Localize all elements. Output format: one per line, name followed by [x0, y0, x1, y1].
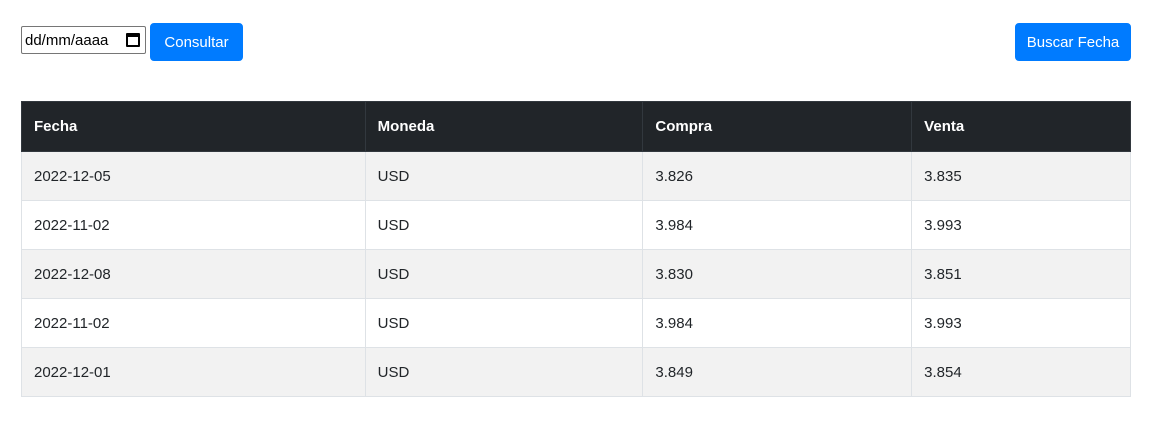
- cell-moneda: USD: [364, 200, 644, 250]
- calendar-icon[interactable]: [126, 33, 140, 47]
- cell-fecha: 2022-12-08: [21, 249, 366, 299]
- column-header-moneda: Moneda: [364, 101, 644, 152]
- table-row: 2022-11-02 USD 3.984 3.993: [21, 200, 1131, 250]
- cell-compra: 3.826: [642, 151, 913, 201]
- date-input-placeholder: dd/mm/aaaa: [25, 31, 109, 49]
- rates-table: Fecha Moneda Compra Venta 2022-12-05 USD…: [21, 101, 1131, 397]
- consultar-button[interactable]: Consultar: [150, 23, 243, 61]
- cell-fecha: 2022-11-02: [21, 298, 366, 348]
- cell-compra: 3.830: [642, 249, 913, 299]
- table-body: 2022-12-05 USD 3.826 3.835 2022-11-02 US…: [21, 151, 1131, 397]
- buscar-fecha-button[interactable]: Buscar Fecha: [1015, 23, 1131, 61]
- column-header-venta: Venta: [911, 101, 1131, 152]
- table-header: Fecha Moneda Compra Venta: [21, 101, 1131, 152]
- cell-venta: 3.851: [911, 249, 1131, 299]
- date-input[interactable]: dd/mm/aaaa: [21, 26, 146, 54]
- cell-fecha: 2022-12-05: [21, 151, 366, 201]
- table-row: 2022-12-05 USD 3.826 3.835: [21, 151, 1131, 201]
- cell-venta: 3.993: [911, 298, 1131, 348]
- table-row: 2022-11-02 USD 3.984 3.993: [21, 298, 1131, 348]
- cell-compra: 3.849: [642, 347, 913, 397]
- cell-fecha: 2022-12-01: [21, 347, 366, 397]
- table-row: 2022-12-01 USD 3.849 3.854: [21, 347, 1131, 397]
- cell-venta: 3.835: [911, 151, 1131, 201]
- cell-venta: 3.993: [911, 200, 1131, 250]
- cell-moneda: USD: [364, 151, 644, 201]
- column-header-compra: Compra: [642, 101, 913, 152]
- cell-compra: 3.984: [642, 298, 913, 348]
- column-header-fecha: Fecha: [21, 101, 366, 152]
- toolbar: dd/mm/aaaa Consultar Buscar Fecha: [21, 23, 1131, 61]
- table-row: 2022-12-08 USD 3.830 3.851: [21, 249, 1131, 299]
- cell-compra: 3.984: [642, 200, 913, 250]
- cell-fecha: 2022-11-02: [21, 200, 366, 250]
- table-header-row: Fecha Moneda Compra Venta: [21, 101, 1131, 152]
- cell-venta: 3.854: [911, 347, 1131, 397]
- cell-moneda: USD: [364, 347, 644, 397]
- cell-moneda: USD: [364, 249, 644, 299]
- cell-moneda: USD: [364, 298, 644, 348]
